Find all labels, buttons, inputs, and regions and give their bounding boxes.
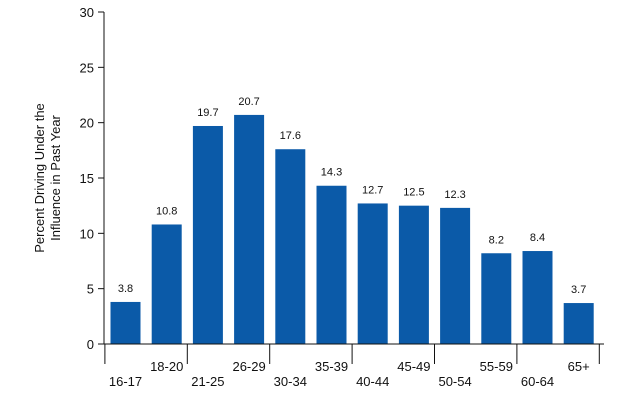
y-axis-title-line-1: Percent Driving Under the bbox=[32, 103, 47, 253]
bar bbox=[398, 205, 429, 344]
bar bbox=[316, 185, 347, 344]
y-axis-title: Percent Driving Under the Influence in P… bbox=[32, 103, 63, 253]
x-tick-label: 26-29 bbox=[232, 359, 265, 374]
x-tick-label: 65+ bbox=[568, 359, 590, 374]
y-axis: 0 5 10 15 20 25 30 bbox=[80, 5, 105, 352]
data-label: 10.8 bbox=[156, 205, 177, 217]
bar bbox=[110, 301, 141, 344]
data-label: 19.7 bbox=[197, 107, 218, 119]
bar bbox=[234, 114, 265, 344]
bar bbox=[440, 207, 471, 344]
bar bbox=[563, 303, 594, 344]
x-tick-label: 18-20 bbox=[150, 359, 183, 374]
y-tick-label: 20 bbox=[80, 116, 94, 131]
x-tick-label: 50-54 bbox=[438, 374, 471, 389]
data-label: 3.8 bbox=[118, 283, 133, 295]
x-tick-label: 45-49 bbox=[397, 359, 430, 374]
y-tick-label: 15 bbox=[80, 171, 94, 186]
data-label: 8.2 bbox=[489, 234, 504, 246]
bars: 3.8 10.8 19.7 20.7 17.6 14.3 12.7 12.5 12.3 8.2 8.… bbox=[110, 96, 594, 344]
y-tick-label: 5 bbox=[87, 282, 94, 297]
data-label: 20.7 bbox=[238, 96, 259, 108]
y-tick-label: 10 bbox=[80, 226, 94, 241]
x-tick-label: 21-25 bbox=[191, 374, 224, 389]
x-tick-label: 40-44 bbox=[356, 374, 389, 389]
bar bbox=[275, 149, 306, 344]
data-label: 12.3 bbox=[444, 189, 465, 201]
data-label: 12.5 bbox=[403, 187, 424, 199]
x-tick-label: 30-34 bbox=[274, 374, 307, 389]
data-label: 8.4 bbox=[530, 232, 545, 244]
data-label: 17.6 bbox=[280, 130, 301, 142]
bar bbox=[522, 251, 553, 344]
y-tick-label: 0 bbox=[87, 337, 94, 352]
data-label: 3.7 bbox=[571, 284, 586, 296]
y-tick-label: 25 bbox=[80, 60, 94, 75]
y-axis-title-line-2: Influence in Past Year bbox=[48, 114, 63, 240]
x-tick-label: 60-64 bbox=[521, 374, 554, 389]
x-tick-label: 16-17 bbox=[109, 374, 142, 389]
bar bbox=[151, 224, 182, 344]
x-axis: 16-17 18-20 21-25 26-29 30-34 35-39 40-44 45-49… bbox=[104, 343, 604, 389]
x-tick-label: 55-59 bbox=[480, 359, 513, 374]
data-label: 12.7 bbox=[362, 184, 383, 196]
y-tick-label: 30 bbox=[80, 5, 94, 20]
bar bbox=[357, 203, 388, 344]
x-tick-label: 35-39 bbox=[315, 359, 348, 374]
bar bbox=[192, 125, 223, 344]
data-label: 14.3 bbox=[321, 167, 342, 179]
bar bbox=[481, 253, 512, 344]
